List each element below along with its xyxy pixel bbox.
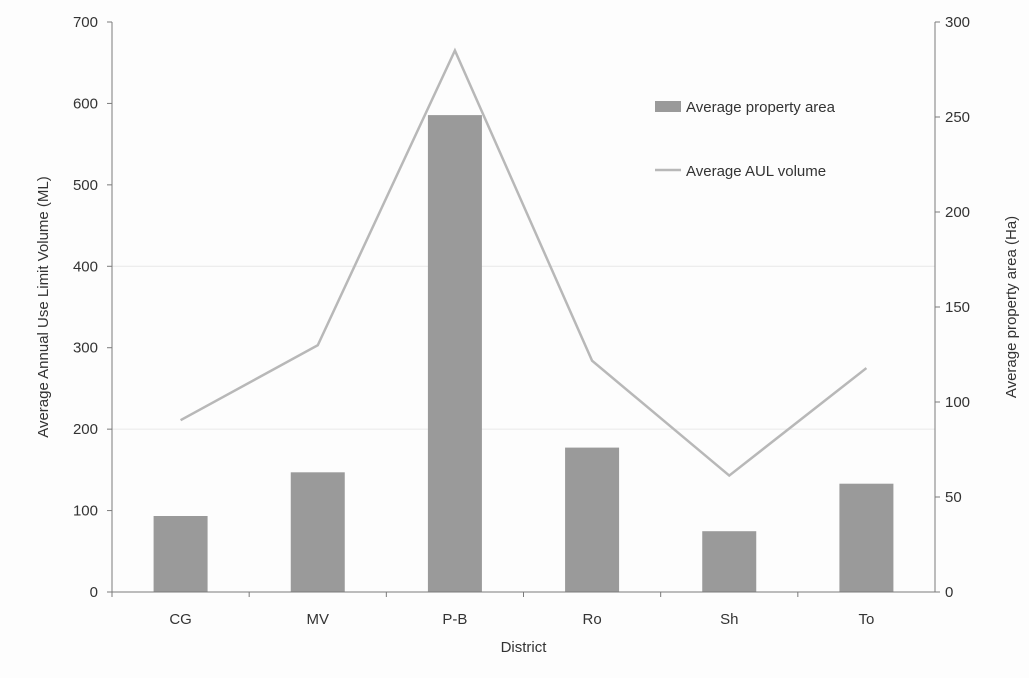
bar-Ro <box>565 447 620 592</box>
bar-CG <box>153 516 208 592</box>
left-tick-label: 200 <box>73 421 98 438</box>
right-tick-label: 250 <box>945 109 970 126</box>
legend-line-label: Average AUL volume <box>686 163 826 180</box>
right-tick-label: 200 <box>945 204 970 221</box>
x-axis-title: District <box>501 639 548 656</box>
y-axis-title: Average Annual Use Limit Volume (ML) <box>35 176 52 438</box>
gridlines <box>112 265 935 430</box>
left-tick-label: 300 <box>73 340 98 357</box>
x-tick-label: CG <box>169 611 192 628</box>
right-tick-label: 150 <box>945 299 970 316</box>
y2-axis-title: Average property area (Ha) <box>1003 216 1020 398</box>
x-tick-label: Sh <box>720 611 738 628</box>
x-tick-label: Ro <box>582 611 601 628</box>
legend: Average property area Average AUL volume <box>655 99 836 180</box>
bar-P-B <box>427 115 482 592</box>
right-tick-label: 100 <box>945 394 970 411</box>
x-tick-label: P-B <box>442 611 467 628</box>
bar-Sh <box>702 531 757 592</box>
tick-labels: 0 100 200 300 400 500 600 700 0 50 100 150 200 250 300… <box>73 14 970 628</box>
left-tick-label: 500 <box>73 177 98 194</box>
bar-To <box>839 483 894 592</box>
left-tick-label: 100 <box>73 503 98 520</box>
bar-series <box>153 115 894 592</box>
line-series <box>179 47 868 478</box>
right-tick-label: 300 <box>945 14 970 31</box>
left-tick-label: 700 <box>73 14 98 31</box>
aul-volume-line <box>179 47 868 478</box>
left-tick-label: 0 <box>90 584 98 601</box>
left-tick-label: 400 <box>73 258 98 275</box>
legend-bar-label: Average property area <box>686 99 836 116</box>
x-tick-label: MV <box>307 611 330 628</box>
right-tick-label: 0 <box>945 584 953 601</box>
legend-bar-swatch <box>655 101 681 112</box>
bar-MV <box>290 472 345 592</box>
left-tick-label: 600 <box>73 95 98 112</box>
right-tick-label: 50 <box>945 489 962 506</box>
x-tick-label: To <box>858 611 874 628</box>
